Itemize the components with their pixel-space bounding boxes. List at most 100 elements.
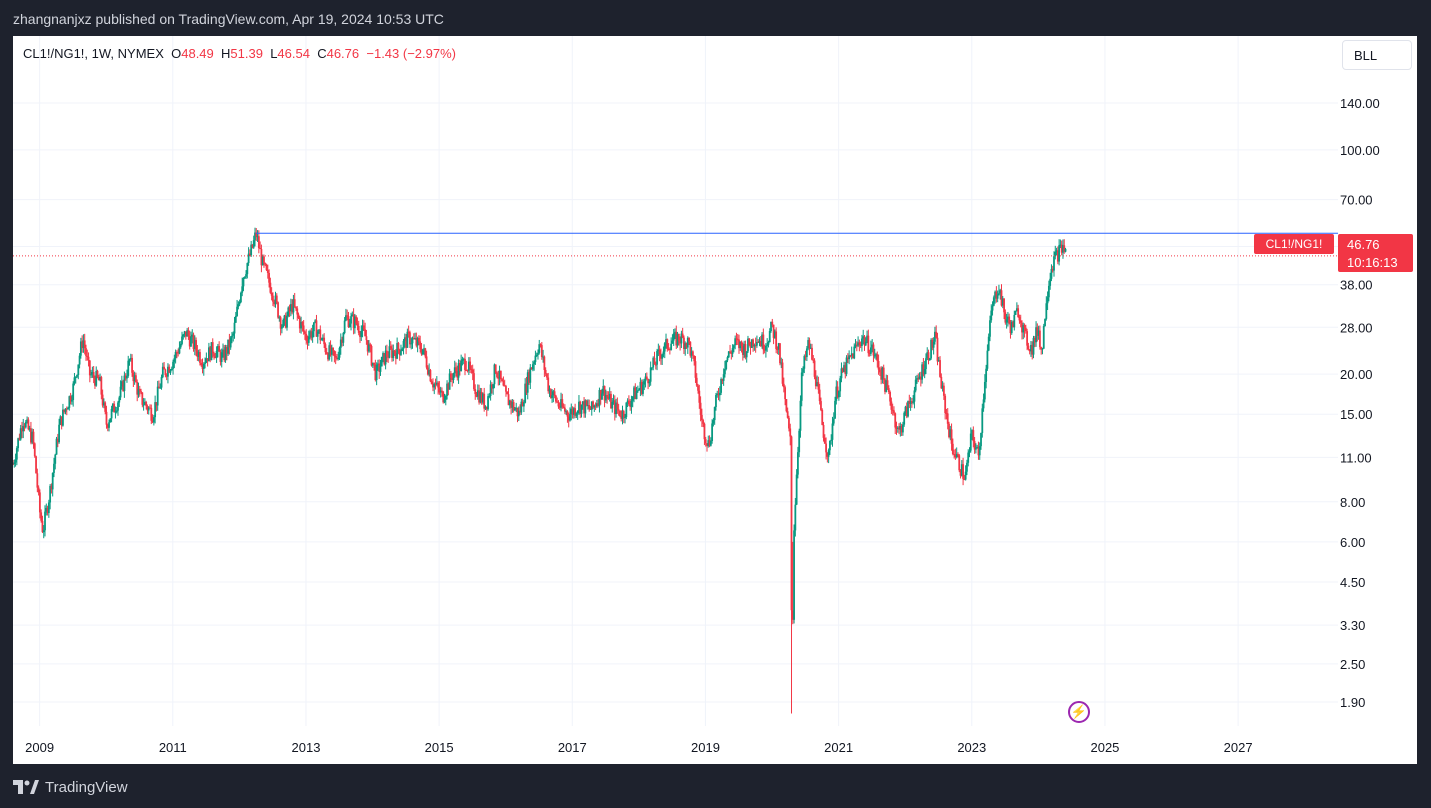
candle-body xyxy=(287,307,290,316)
candle-body xyxy=(182,334,185,337)
candle-body xyxy=(371,362,374,366)
candle-body xyxy=(780,362,783,364)
candle-body xyxy=(757,342,760,344)
candle-body xyxy=(712,420,715,424)
candle-body xyxy=(625,402,628,418)
candle-body xyxy=(104,402,107,412)
candle-body xyxy=(245,274,247,277)
candle-body xyxy=(597,403,600,406)
candle-body xyxy=(811,347,813,360)
candle-body xyxy=(1045,303,1048,319)
candle-body xyxy=(193,340,196,350)
candle-body xyxy=(750,339,753,348)
candle-body xyxy=(108,422,110,428)
candle-body xyxy=(907,401,909,417)
candle-body xyxy=(412,338,415,340)
candle-body xyxy=(642,384,644,394)
candle-body xyxy=(82,340,85,349)
candle-body xyxy=(726,357,729,361)
candle-body xyxy=(188,336,191,347)
candle-body xyxy=(703,423,706,440)
candle-body xyxy=(458,363,461,372)
candle-body xyxy=(552,391,555,396)
candle-body xyxy=(284,315,287,328)
candle-body xyxy=(576,410,579,414)
candle-body xyxy=(466,370,469,372)
candle-body xyxy=(430,381,433,385)
candle-body xyxy=(940,376,943,389)
candle-body xyxy=(775,331,778,349)
chart-svg[interactable]: 140.00100.0070.0050.0038.0028.0020.0015.… xyxy=(13,36,1417,764)
candle-body xyxy=(875,354,877,356)
candle-body xyxy=(151,420,154,423)
candle-body xyxy=(337,357,340,359)
candle-body xyxy=(914,379,917,391)
flash-icon[interactable]: ⚡ xyxy=(1068,701,1090,723)
candle-body xyxy=(817,382,820,390)
candle-body xyxy=(474,389,477,395)
candle-body xyxy=(1004,312,1007,323)
candle-body xyxy=(505,386,507,392)
candle-body xyxy=(184,331,187,337)
candle-body xyxy=(935,331,938,338)
candle-body xyxy=(310,331,313,338)
candle-body xyxy=(46,507,49,514)
candle-body xyxy=(973,441,976,450)
candle-body xyxy=(779,343,781,364)
candle-body xyxy=(398,349,401,355)
candle-body xyxy=(378,363,381,372)
candle-body xyxy=(863,336,866,346)
candle-body xyxy=(782,383,785,388)
candle-body xyxy=(695,377,698,386)
candle-body xyxy=(68,396,71,408)
candle-body xyxy=(1022,325,1025,333)
candle-body xyxy=(931,339,934,348)
candle-body xyxy=(645,376,648,380)
candle-body xyxy=(476,390,479,397)
candle-body xyxy=(250,244,253,256)
scale-button[interactable]: BLL xyxy=(1342,40,1412,70)
candle-body xyxy=(904,406,907,413)
candle-body xyxy=(692,351,694,356)
candle-body xyxy=(122,381,125,391)
candle-body xyxy=(291,304,294,313)
candle-body xyxy=(485,406,488,410)
candle-body xyxy=(903,412,906,425)
candle-body xyxy=(821,409,824,425)
candle-body xyxy=(579,401,582,414)
candle-body xyxy=(1019,320,1022,323)
candle-body xyxy=(292,299,295,313)
candle-body xyxy=(572,408,575,415)
candle-body xyxy=(684,343,687,349)
candle-body xyxy=(100,377,103,395)
candle-body xyxy=(893,410,895,414)
candle-body xyxy=(42,530,45,533)
candle-body xyxy=(627,400,630,405)
candle-body xyxy=(295,306,297,309)
candle-body xyxy=(33,443,36,457)
candle-body xyxy=(489,384,492,396)
candle-body xyxy=(930,339,932,359)
candle-body xyxy=(233,322,236,334)
candle-body xyxy=(898,427,900,430)
candle-body xyxy=(275,295,278,303)
chart-panel[interactable]: 140.00100.0070.0050.0038.0028.0020.0015.… xyxy=(13,36,1417,764)
candle-body xyxy=(257,236,260,249)
candle-body xyxy=(96,370,99,377)
candle-body xyxy=(161,366,164,378)
candle-body xyxy=(174,351,177,359)
y-tick-label: 2.50 xyxy=(1340,657,1365,672)
candle-body xyxy=(1030,344,1032,352)
candle-body xyxy=(918,376,921,380)
candle-body xyxy=(830,439,833,441)
candle-body xyxy=(142,404,145,406)
candle-body xyxy=(713,407,716,421)
candle-body xyxy=(455,367,457,371)
candle-body xyxy=(343,320,346,333)
candle-body xyxy=(989,320,991,337)
candle-body xyxy=(805,348,808,358)
candle-body xyxy=(1039,330,1041,348)
candle-body xyxy=(813,360,816,377)
candle-body xyxy=(698,390,701,403)
candle-body xyxy=(544,369,547,374)
